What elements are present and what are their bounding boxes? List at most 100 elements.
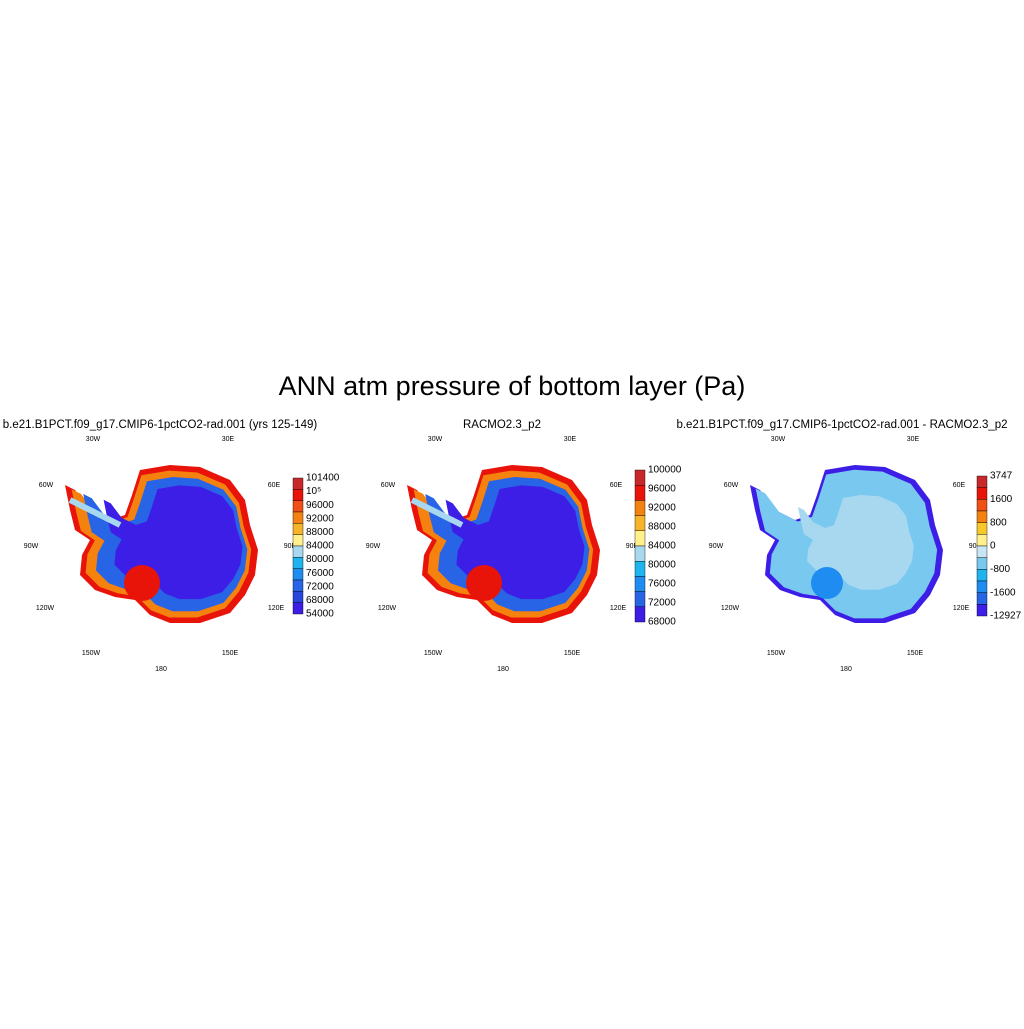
colorbar-box	[292, 568, 304, 581]
colorbar-label: 1600	[990, 494, 1013, 505]
colorbar-label: 92000	[648, 503, 676, 514]
longitude-label: 60E	[953, 482, 966, 489]
colorbar-box	[976, 604, 988, 617]
colorbar-box	[976, 592, 988, 605]
colorbar-label: 80000	[648, 560, 676, 571]
colorbar-box	[292, 523, 304, 535]
longitude-label: 150W	[82, 650, 101, 657]
colorbar-label: 96000	[306, 500, 334, 511]
longitude-label: 120W	[36, 605, 55, 612]
colorbar-box	[292, 511, 304, 524]
colorbar-label: 800	[990, 517, 1007, 528]
longitude-label: 150W	[767, 650, 786, 657]
panel-title: RACMO2.3_p2	[463, 419, 541, 431]
colorbar-label: 0	[990, 541, 996, 552]
longitude-label: 90E	[626, 543, 639, 550]
colorbar-box	[634, 561, 646, 577]
colorbar-label: 96000	[648, 484, 676, 495]
colorbar-box	[292, 477, 304, 490]
longitude-label: 60W	[724, 482, 739, 489]
longitude-label: 150E	[564, 650, 581, 657]
longitude-label: 90W	[24, 543, 39, 550]
colorbar-box	[634, 515, 646, 531]
colorbar-label: 54000	[306, 609, 334, 620]
colorbar-label: 101400	[306, 473, 340, 484]
panel-title: b.e21.B1PCT.f09_g17.CMIP6-1pctCO2-rad.00…	[3, 419, 318, 431]
colorbar-label: 76000	[306, 568, 334, 579]
colorbar-box	[292, 545, 304, 558]
colorbar-box	[976, 569, 988, 582]
colorbar-box	[634, 469, 646, 486]
colorbar-label: 80000	[306, 554, 334, 565]
longitude-label: 150W	[424, 650, 443, 657]
colorbar-label: 100000	[648, 465, 682, 476]
longitude-label: 150E	[907, 650, 924, 657]
longitude-label: 30E	[907, 436, 920, 443]
colorbar-box	[976, 534, 988, 547]
colorbar-label: -800	[990, 564, 1010, 575]
colorbar-label: 3747	[990, 471, 1013, 482]
colorbar-box	[634, 485, 646, 501]
colorbar-label: 72000	[306, 581, 334, 592]
longitude-label: 180	[840, 666, 852, 673]
longitude-label: 120W	[721, 605, 740, 612]
longitude-label: 90E	[969, 543, 982, 550]
colorbar-label: -12927	[990, 611, 1022, 622]
panel-title: b.e21.B1PCT.f09_g17.CMIP6-1pctCO2-rad.00…	[676, 419, 1007, 431]
colorbar-box	[292, 602, 304, 615]
colorbar-box	[976, 475, 988, 488]
longitude-label: 120E	[610, 605, 627, 612]
colorbar-box	[634, 606, 646, 623]
longitude-label: 30E	[564, 436, 577, 443]
longitude-label: 180	[497, 666, 509, 673]
colorbar-box	[292, 591, 304, 603]
colorbar-box	[634, 545, 646, 562]
colorbar-box	[976, 510, 988, 523]
longitude-label: 180	[155, 666, 167, 673]
longitude-label: 60W	[381, 482, 396, 489]
map	[407, 465, 600, 623]
map	[65, 465, 258, 623]
longitude-label: 30W	[428, 436, 443, 443]
colorbar-label: 10⁵	[306, 486, 321, 497]
colorbar-box	[634, 500, 646, 516]
colorbar-label: 92000	[306, 513, 334, 524]
colorbar-box	[976, 545, 988, 558]
colorbar-label: 88000	[648, 522, 676, 533]
longitude-label: 60E	[610, 482, 623, 489]
colorbar-label: 84000	[306, 541, 334, 552]
colorbar-box	[292, 557, 304, 569]
longitude-label: 120W	[378, 605, 397, 612]
map	[750, 465, 943, 623]
longitude-label: 150E	[222, 650, 239, 657]
longitude-label: 90W	[709, 543, 724, 550]
colorbar-label: 88000	[306, 527, 334, 538]
longitude-label: 90W	[366, 543, 381, 550]
colorbar-label: 68000	[306, 595, 334, 606]
colorbar-label: 84000	[648, 541, 676, 552]
colorbar-box	[292, 579, 304, 592]
longitude-label: 30E	[222, 436, 235, 443]
colorbar-box	[634, 576, 646, 592]
colorbar-box	[634, 591, 646, 607]
longitude-label: 120E	[268, 605, 285, 612]
colorbar-box	[976, 499, 988, 512]
figure-title: ANN atm pressure of bottom layer (Pa)	[279, 371, 746, 401]
longitude-label: 90E	[284, 543, 297, 550]
longitude-label: 30W	[771, 436, 786, 443]
colorbar-box	[292, 534, 304, 547]
colorbar-box	[976, 522, 988, 535]
colorbar-box	[976, 580, 988, 593]
colorbar-label: -1600	[990, 587, 1016, 598]
colorbar-label: 76000	[648, 579, 676, 590]
colorbar-box	[292, 489, 304, 501]
colorbar-box	[976, 557, 988, 570]
colorbar-box	[634, 530, 646, 547]
longitude-label: 60W	[39, 482, 54, 489]
colorbar-box	[976, 487, 988, 500]
colorbar-label: 68000	[648, 617, 676, 628]
longitude-label: 30W	[86, 436, 101, 443]
longitude-label: 120E	[953, 605, 970, 612]
colorbar-box	[292, 500, 304, 513]
